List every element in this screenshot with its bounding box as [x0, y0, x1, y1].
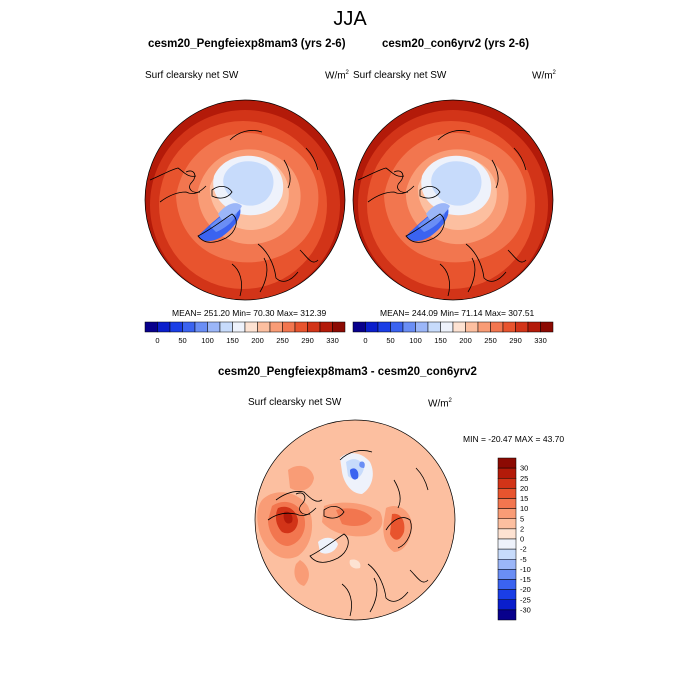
panel-2-colorbar-box-14 [527, 321, 541, 333]
panel-2-colorbar-box-6 [427, 321, 441, 333]
panel-3-colorbar-tick-label: -20 [520, 585, 531, 594]
panel-1-colorbar-tick-label: 50 [178, 336, 186, 345]
panel-2-colorbar-tick-label: 290 [509, 336, 522, 345]
panel-2-colorbar-box-9 [465, 321, 479, 333]
panel-3-colorbar-tick-label: 15 [520, 494, 528, 503]
panel-1-colorbar-box-14 [319, 321, 333, 333]
panel-2-colorbar-box-3 [390, 321, 404, 333]
panel-3-colorbar-box-2 [497, 478, 517, 489]
panel-3-colorbar-box-14 [497, 599, 517, 611]
panel-3-colorbar-box-12 [497, 579, 517, 590]
panel-1-colorbar-tick-label: 0 [155, 336, 159, 345]
panel-3-colorbar-box-8 [497, 538, 517, 550]
panel-3-colorbar-box-11 [497, 569, 517, 580]
panel-1-units: W/m2 [325, 70, 349, 82]
panel-2-units: W/m2 [532, 70, 556, 82]
panel-2-colorbar-box-10 [477, 321, 491, 333]
panel-1-colorbar-box-6 [219, 321, 233, 333]
panel-3-colorbar-box-5 [497, 508, 517, 519]
panel-3-colorbar-box-10 [497, 559, 517, 570]
panel-3-colorbar-tick-label: 2 [520, 524, 524, 533]
panel-3-colorbar-tick-label: -10 [520, 565, 531, 574]
panel-2-colorbar-tick-label: 0 [363, 336, 367, 345]
panel-2-colorbar-tick-label: 250 [484, 336, 497, 345]
panel-2-colorbar-tick-label: 330 [534, 336, 547, 345]
panel-1-colorbar-tick-label: 100 [201, 336, 214, 345]
panel-3-colorbar-box-9 [497, 548, 517, 560]
panel-1-variable-label: Surf clearsky net SW [145, 70, 239, 81]
panel-3-colorbar-tick-label: -30 [520, 605, 531, 614]
panel-3-colorbar-tick-label: -2 [520, 545, 527, 554]
panel-1-colorbar-box-2 [169, 321, 183, 333]
panel-1-colorbar-tick-label: 290 [301, 336, 314, 345]
panel-3-colorbar-box-0 [497, 457, 517, 469]
panel-3-colorbar-tick-label: 30 [520, 464, 528, 473]
panel-1-colorbar-box-13 [307, 321, 321, 333]
panel-3-colorbar-tick-label: -15 [520, 575, 531, 584]
panel-2-colorbar-box-11 [490, 321, 504, 333]
panel-1-colorbar-box-7 [232, 321, 246, 333]
panel-2-colorbar-tick-label: 150 [434, 336, 447, 345]
panel-1-colorbar: 0 50 100 150 200 250 290 330 [144, 321, 346, 345]
panel-3-colorbar-tick-label: -5 [520, 555, 527, 564]
panel-2-colorbar-box-15 [540, 321, 554, 333]
panel-1-colorbar-box-4 [194, 321, 208, 333]
panel-2-map [353, 100, 553, 300]
panel-1-title: cesm20_Pengfeiexp8mam3 (yrs 2-6) [148, 38, 346, 50]
panel-1-colorbar-box-10 [269, 321, 283, 333]
panel-3-colorbar-box-7 [497, 528, 517, 540]
panel-3-colorbar-tick-label: 20 [520, 484, 528, 493]
panel-3-colorbar-box-6 [497, 518, 517, 530]
panel-2-colorbar-box-0 [352, 321, 366, 333]
panel-2-colorbar-box-1 [365, 321, 379, 333]
panel-2-colorbar-box-13 [515, 321, 529, 333]
panel-2-colorbar-box-4 [402, 321, 416, 333]
panel-2-colorbar-box-8 [452, 321, 466, 333]
panel-1-colorbar-box-15 [332, 321, 346, 333]
panel-1-stats: MEAN= 251.20 Min= 70.30 Max= 312.39 [172, 308, 327, 318]
panel-2-title: cesm20_con6yrv2 (yrs 2-6) [382, 38, 530, 50]
figure-title: JJA [333, 8, 367, 30]
panel-2-colorbar: 0 50 100 150 200 250 290 330 [352, 321, 554, 345]
panel-1-colorbar-box-12 [294, 321, 308, 333]
panel-2-colorbar-box-12 [502, 321, 516, 333]
panel-3-colorbar-box-4 [497, 498, 517, 509]
panel-2-variable-label: Surf clearsky net SW [353, 70, 447, 81]
panel-1-colorbar-box-5 [207, 321, 221, 333]
panel-3-colorbar-box-1 [497, 467, 517, 479]
panel-1-map [145, 100, 345, 300]
panel-1-colorbar-box-9 [257, 321, 271, 333]
panel-3-colorbar-tick-label: 5 [520, 514, 524, 523]
panel-3-title: cesm20_Pengfeiexp8mam3 - cesm20_con6yrv2 [218, 366, 477, 378]
panel-3-colorbar-tick-label: -25 [520, 595, 531, 604]
panel-3-colorbar-box-3 [497, 488, 517, 499]
panel-3-variable-label: Surf clearsky net SW [248, 397, 342, 408]
panel-2-colorbar-tick-label: 200 [459, 336, 472, 345]
panel-2-colorbar-box-7 [440, 321, 454, 333]
panel-1-colorbar-box-1 [157, 321, 171, 333]
panel-1-colorbar-tick-label: 150 [226, 336, 239, 345]
panel-1-colorbar-box-11 [282, 321, 296, 333]
panel-3-map [255, 420, 455, 620]
panel-3-stats: MIN = -20.47 MAX = 43.70 [463, 434, 565, 444]
panel-1-colorbar-tick-label: 250 [276, 336, 289, 345]
panel-3-colorbar-tick-label: 0 [520, 535, 524, 544]
panel-2-colorbar-box-5 [415, 321, 429, 333]
panel-3-colorbar-box-15 [497, 609, 517, 621]
panel-2-colorbar-box-2 [377, 321, 391, 333]
panel-3-colorbar-box-13 [497, 589, 517, 600]
panel-1-colorbar-box-8 [244, 321, 258, 333]
panel-1-colorbar-tick-label: 200 [251, 336, 264, 345]
panel-3-units: W/m2 [428, 398, 452, 410]
panel-2-colorbar-tick-label: 50 [386, 336, 394, 345]
panel-2-stats: MEAN= 244.09 Min= 71.14 Max= 307.51 [380, 308, 535, 318]
panel-1-colorbar-box-3 [182, 321, 196, 333]
panel-3-colorbar-tick-label: 10 [520, 504, 528, 513]
panel-1-colorbar-tick-label: 330 [326, 336, 339, 345]
panel-1-colorbar-box-0 [144, 321, 158, 333]
panel-3-colorbar-tick-label: 25 [520, 474, 528, 483]
panel-2-colorbar-tick-label: 100 [409, 336, 422, 345]
